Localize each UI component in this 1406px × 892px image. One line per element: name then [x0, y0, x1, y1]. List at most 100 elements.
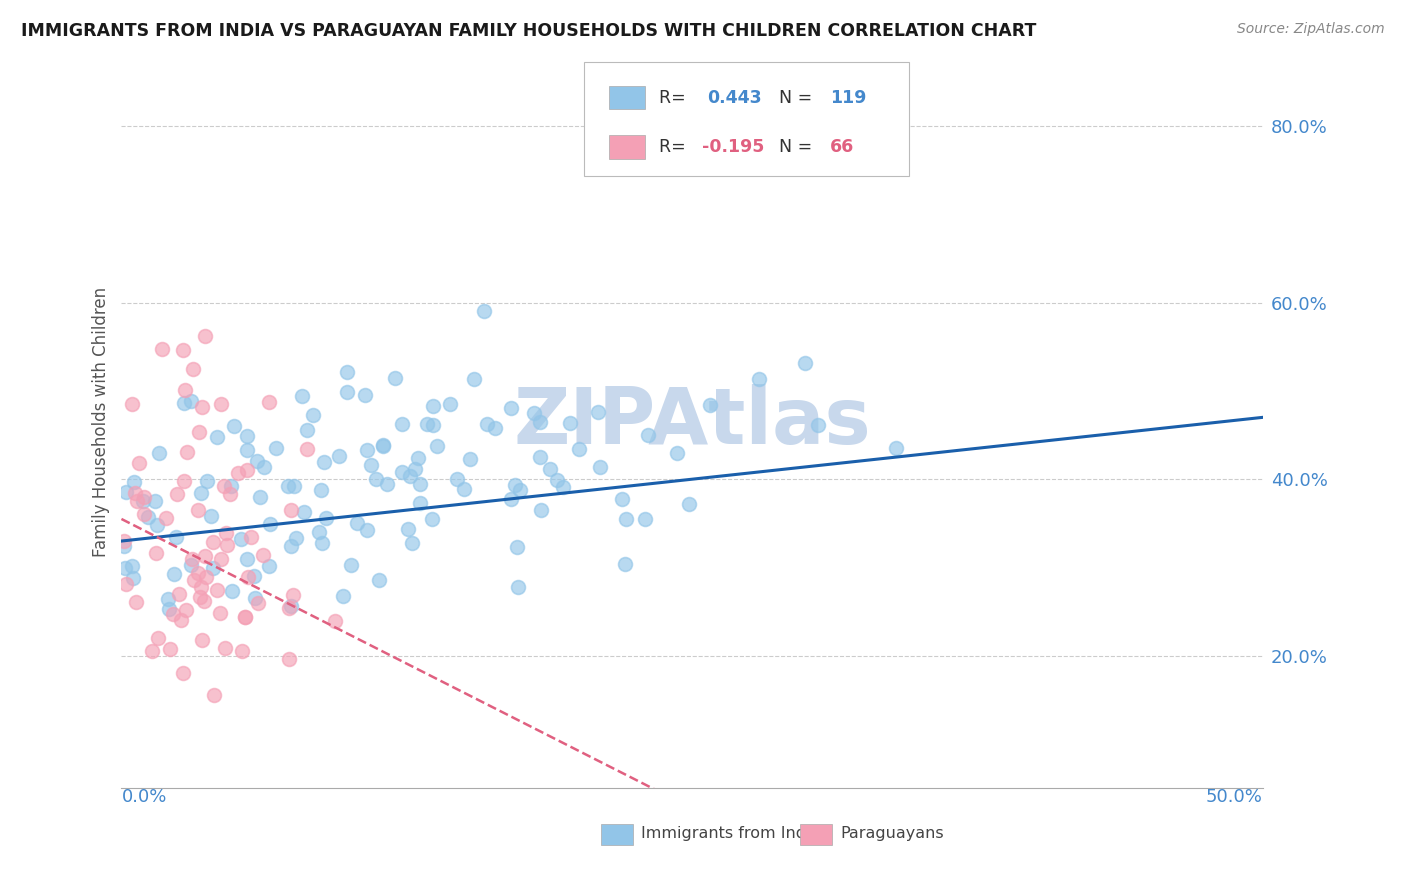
Point: [191, 633, 214, 648]
Point: [420, 512, 443, 526]
Point: [132, 508, 155, 522]
Point: [121, 558, 143, 573]
FancyBboxPatch shape: [600, 824, 633, 845]
Point: [404, 462, 426, 476]
Point: [422, 417, 444, 432]
Point: [499, 401, 522, 416]
FancyBboxPatch shape: [609, 86, 645, 110]
Point: [666, 446, 689, 460]
Point: [295, 423, 318, 437]
Point: [277, 652, 299, 666]
Point: [202, 688, 225, 702]
Point: [141, 644, 163, 658]
Point: [509, 483, 531, 498]
Point: [197, 475, 219, 489]
Text: 66: 66: [830, 137, 855, 156]
Point: [219, 479, 242, 493]
Point: [214, 641, 236, 656]
Point: [396, 523, 419, 537]
Point: [209, 552, 232, 566]
Point: [145, 546, 167, 560]
Point: [278, 600, 301, 615]
Point: [252, 548, 274, 562]
Y-axis label: Family Households with Children: Family Households with Children: [93, 286, 110, 557]
Point: [115, 577, 138, 591]
Point: [312, 455, 335, 469]
Point: [180, 558, 202, 572]
Point: [209, 606, 232, 620]
Point: [165, 530, 187, 544]
Point: [375, 477, 398, 491]
Point: [401, 536, 423, 550]
Point: [128, 456, 150, 470]
Point: [453, 482, 475, 496]
Point: [194, 328, 217, 343]
Point: [807, 417, 830, 432]
Point: [336, 385, 359, 400]
Point: [187, 566, 209, 580]
Point: [529, 450, 551, 464]
Point: [586, 405, 609, 419]
Point: [416, 417, 439, 431]
Point: [188, 425, 211, 440]
Point: [356, 442, 378, 457]
Text: ZIPAtlas: ZIPAtlas: [513, 384, 870, 459]
Point: [236, 443, 259, 458]
Point: [484, 421, 506, 435]
Point: [146, 517, 169, 532]
Point: [391, 417, 413, 431]
Point: [506, 540, 529, 554]
Point: [136, 509, 159, 524]
Point: [114, 484, 136, 499]
Point: [328, 449, 350, 463]
Point: [236, 463, 259, 477]
Point: [384, 371, 406, 385]
Point: [291, 389, 314, 403]
Point: [124, 486, 146, 500]
Point: [166, 487, 188, 501]
FancyBboxPatch shape: [609, 135, 645, 159]
Point: [748, 372, 770, 386]
Point: [127, 493, 149, 508]
Point: [259, 517, 281, 532]
Point: [235, 428, 257, 442]
Point: [190, 486, 212, 500]
Point: [163, 567, 186, 582]
Point: [236, 552, 259, 566]
Point: [190, 580, 212, 594]
Point: [231, 643, 253, 657]
Point: [143, 494, 166, 508]
Text: R=: R=: [659, 88, 692, 107]
Point: [125, 594, 148, 608]
Point: [183, 573, 205, 587]
Point: [246, 454, 269, 468]
Point: [247, 596, 270, 610]
Point: [281, 588, 304, 602]
Point: [332, 589, 354, 603]
Point: [172, 666, 194, 681]
Point: [176, 445, 198, 459]
Point: [538, 461, 561, 475]
Point: [472, 304, 495, 318]
Point: [162, 607, 184, 622]
Point: [699, 398, 721, 412]
Point: [409, 477, 432, 491]
Point: [114, 561, 136, 575]
Point: [529, 415, 551, 429]
Point: [239, 530, 262, 544]
Text: 119: 119: [830, 88, 866, 107]
FancyBboxPatch shape: [800, 824, 832, 845]
Point: [159, 641, 181, 656]
Point: [224, 419, 246, 434]
Point: [243, 591, 266, 606]
Point: [215, 526, 238, 541]
Point: [235, 610, 257, 624]
Point: [422, 399, 444, 413]
Point: [589, 459, 612, 474]
Point: [202, 560, 225, 574]
Text: 50.0%: 50.0%: [1206, 789, 1263, 806]
Point: [132, 494, 155, 508]
Point: [218, 486, 240, 500]
Point: [221, 584, 243, 599]
Point: [252, 460, 274, 475]
